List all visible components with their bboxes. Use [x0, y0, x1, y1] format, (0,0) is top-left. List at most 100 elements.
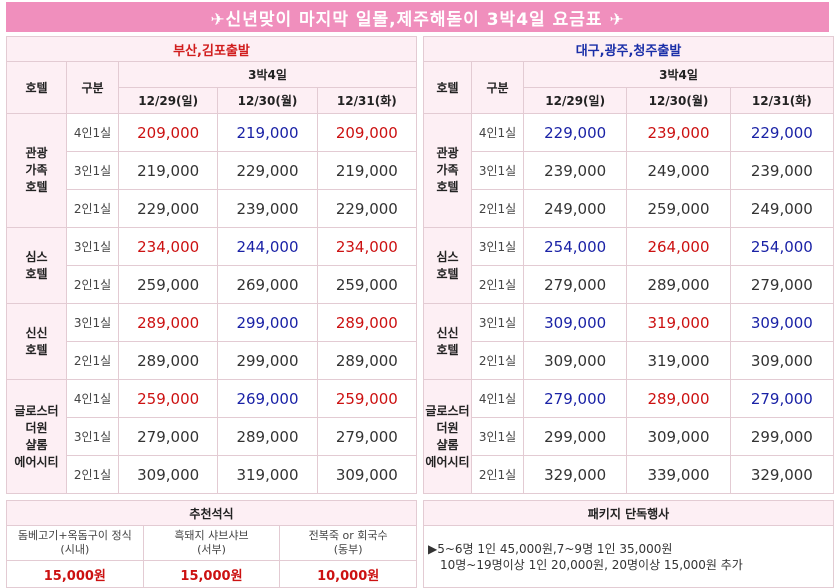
- right-date-2: 12/30(월): [626, 87, 731, 114]
- price-cell: 269,000: [217, 265, 318, 304]
- hotel-name-part: 글로스터: [425, 403, 470, 418]
- price-cell: 229,000: [522, 113, 628, 152]
- price-cell: 309,000: [316, 455, 418, 494]
- left-col-nights: 3박4일: [118, 61, 417, 88]
- table-row: 3인1실 279,000 289,000 279,000: [7, 417, 418, 456]
- meal-item: 흑돼지 샤브샤브 (서부): [142, 525, 281, 561]
- price-cell: 239,000: [217, 189, 318, 228]
- price-cell: 279,000: [522, 265, 628, 304]
- right-price-panel: 대구,광주,청주출발 호텔 구분 3박4일 12/29(일) 12/30(월) …: [423, 36, 835, 494]
- room-type: 2인1실: [471, 265, 524, 304]
- price-cell: 279,000: [316, 417, 418, 456]
- price-cell: 329,000: [729, 455, 835, 494]
- price-cell: 289,000: [117, 341, 219, 380]
- table-row: 2인1실 249,000 259,000 249,000: [424, 189, 835, 228]
- price-cell: 254,000: [729, 227, 835, 266]
- room-type: 4인1실: [471, 113, 524, 152]
- price-cell: 289,000: [217, 417, 318, 456]
- hotel-name: 심스 호텔: [6, 227, 67, 304]
- room-type: 3인1실: [66, 303, 119, 342]
- price-cell: 259,000: [626, 189, 731, 228]
- room-type: 2인1실: [471, 189, 524, 228]
- meal-area: (서부): [197, 543, 226, 556]
- left-date-1: 12/29(일): [117, 87, 219, 114]
- price-cell: 319,000: [626, 341, 731, 380]
- hotel-name-part: 더원: [25, 420, 48, 435]
- table-row: 글로스터 더원 샬롬 에어시티 4인1실 259,000 269,000 259,000: [6, 379, 418, 494]
- meal-area: (시내): [60, 543, 90, 556]
- hotel-name-part: 관광: [25, 146, 48, 160]
- table-row: 2인1실 309,000 319,000 309,000: [424, 341, 835, 380]
- hotel-name-part: 호텔: [436, 342, 459, 357]
- room-type: 4인1실: [471, 379, 524, 418]
- table-row: 2인1실 259,000 269,000 259,000: [7, 265, 418, 304]
- meals-table: 추천석식 돔베고기+옥돔구이 정식 (시내) 흑돼지 샤브샤브 (서부) 전복죽 o…: [6, 500, 417, 588]
- hotel-name: 관광 가족 호텔: [6, 113, 67, 228]
- price-cell: 319,000: [626, 303, 731, 342]
- meals-panel: 추천석식 돔베고기+옥돔구이 정식 (시내) 흑돼지 샤브샤브 (서부) 전복죽 o…: [6, 500, 417, 588]
- price-cell: 229,000: [117, 189, 219, 228]
- price-cell: 239,000: [729, 151, 835, 190]
- right-body: 관광 가족 호텔 4인1실 229,000 239,000 229,000 3인1실 239,0…: [423, 113, 835, 494]
- price-cell: 269,000: [217, 379, 318, 418]
- price-cell: 219,000: [316, 151, 418, 190]
- price-cell: 259,000: [316, 379, 418, 418]
- price-cell: 259,000: [117, 265, 219, 304]
- price-cell: 289,000: [316, 303, 418, 342]
- table-row: 신신 호텔 3인1실 289,000 299,000 289,000: [6, 303, 418, 380]
- right-col-nights: 3박4일: [523, 61, 834, 88]
- room-type: 3인1실: [471, 303, 524, 342]
- promo-panel: 패키지 단독행사 ▶5~6명 1인 45,000원,7~9명 1인 35,000…: [423, 500, 834, 588]
- room-type: 3인1실: [66, 227, 119, 266]
- hotel-name-part: 신신: [436, 325, 459, 340]
- price-cell: 309,000: [522, 303, 628, 342]
- room-type: 2인1실: [471, 455, 524, 494]
- price-cell: 289,000: [316, 341, 418, 380]
- price-cell: 309,000: [117, 455, 219, 494]
- room-type: 3인1실: [66, 417, 119, 456]
- room-type: 3인1실: [66, 151, 119, 190]
- price-cell: 279,000: [522, 379, 628, 418]
- price-cell: 309,000: [729, 341, 835, 380]
- left-col-hotel: 호텔: [6, 61, 67, 114]
- table-row: 관광 가족 호텔 4인1실 229,000 239,000 229,000: [423, 113, 835, 228]
- price-cell: 259,000: [117, 379, 219, 418]
- price-cell: 209,000: [117, 113, 219, 152]
- hotel-name-part: 가족: [25, 163, 48, 177]
- table-row: 3인1실 299,000 309,000 299,000: [424, 417, 835, 456]
- price-cell: 299,000: [729, 417, 835, 456]
- meal-name: 흑돼지 샤브샤브: [174, 529, 249, 542]
- meals-title: 추천석식: [6, 500, 417, 526]
- table-row: 심스 호텔 3인1실 254,000 264,000 254,000: [423, 227, 835, 304]
- hotel-name-part: 심스: [436, 249, 459, 264]
- price-cell: 234,000: [117, 227, 219, 266]
- price-cell: 234,000: [316, 227, 418, 266]
- price-cell: 239,000: [522, 151, 628, 190]
- promo-title: 패키지 단독행사: [423, 500, 834, 526]
- price-cell: 229,000: [316, 189, 418, 228]
- room-type: 4인1실: [66, 379, 119, 418]
- table-row: 관광 가족 호텔 4인1실 209,000 219,000 209,000: [6, 113, 418, 228]
- price-cell: 339,000: [626, 455, 731, 494]
- meal-item: 돔베고기+옥돔구이 정식 (시내): [6, 525, 144, 561]
- table-row: 2인1실 289,000 299,000 289,000: [7, 341, 418, 380]
- price-cell: 239,000: [626, 113, 731, 152]
- hotel-name-part: 심스: [25, 249, 48, 264]
- meal-price: 15,000원: [142, 560, 281, 588]
- left-price-table: 부산,김포출발 호텔 구분 3박4일 12/29(일) 12/30(월) 12/…: [6, 36, 418, 494]
- hotel-name: 관광 가족 호텔: [423, 113, 472, 228]
- price-cell: 219,000: [117, 151, 219, 190]
- meal-item: 전복죽 or 회국수 (동부): [279, 525, 417, 561]
- hotel-name: 신신 호텔: [6, 303, 67, 380]
- table-row: 심스 호텔 3인1실 234,000 244,000 234,000: [6, 227, 418, 304]
- price-cell: 289,000: [626, 379, 731, 418]
- left-date-2: 12/30(월): [217, 87, 318, 114]
- hotel-name: 글로스터 더원 샬롬 에어시티: [423, 379, 472, 494]
- right-col-hotel: 호텔: [423, 61, 472, 114]
- table-row: 2인1실 229,000 239,000 229,000: [7, 189, 418, 228]
- hotel-name-part: 호텔: [436, 180, 459, 194]
- hotel-name-part: 신신: [25, 325, 48, 340]
- meal-price: 15,000원: [6, 560, 144, 588]
- right-col-type: 구분: [471, 61, 524, 114]
- promo-text: ▶5~6명 1인 45,000원,7~9명 1인 35,000원 10명~19명…: [423, 525, 834, 588]
